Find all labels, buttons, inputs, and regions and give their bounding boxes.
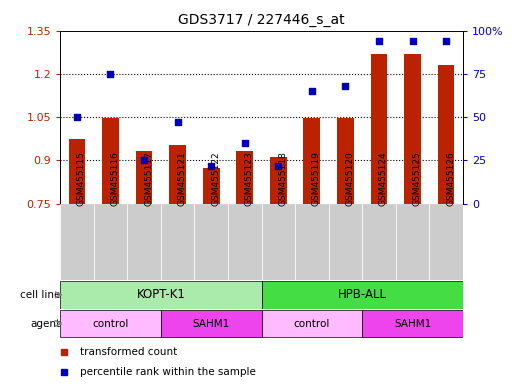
Bar bbox=[270, 157, 287, 204]
FancyBboxPatch shape bbox=[328, 204, 362, 280]
FancyBboxPatch shape bbox=[262, 281, 463, 309]
FancyBboxPatch shape bbox=[362, 310, 463, 338]
Title: GDS3717 / 227446_s_at: GDS3717 / 227446_s_at bbox=[178, 13, 345, 27]
Bar bbox=[102, 118, 119, 204]
Point bbox=[408, 38, 417, 44]
Point bbox=[174, 119, 182, 125]
Bar bbox=[135, 151, 152, 204]
Bar bbox=[69, 139, 85, 204]
Point bbox=[442, 38, 450, 44]
Text: control: control bbox=[92, 318, 129, 329]
Point bbox=[241, 140, 249, 146]
Text: HPB-ALL: HPB-ALL bbox=[338, 288, 386, 301]
FancyBboxPatch shape bbox=[60, 281, 262, 309]
FancyBboxPatch shape bbox=[94, 204, 127, 280]
FancyBboxPatch shape bbox=[396, 204, 429, 280]
Bar bbox=[203, 168, 220, 204]
Text: transformed count: transformed count bbox=[81, 347, 177, 357]
Bar bbox=[438, 65, 454, 204]
Text: GSM455121: GSM455121 bbox=[178, 151, 187, 206]
FancyBboxPatch shape bbox=[262, 204, 295, 280]
FancyBboxPatch shape bbox=[127, 204, 161, 280]
FancyBboxPatch shape bbox=[295, 204, 328, 280]
Bar bbox=[169, 145, 186, 204]
FancyBboxPatch shape bbox=[262, 310, 362, 338]
Point bbox=[274, 162, 282, 169]
Point bbox=[341, 83, 349, 89]
Text: GSM455115: GSM455115 bbox=[77, 151, 86, 206]
Text: GSM455118: GSM455118 bbox=[278, 151, 287, 206]
Point bbox=[73, 114, 81, 120]
Point bbox=[106, 71, 115, 77]
Point bbox=[308, 88, 316, 94]
Bar bbox=[303, 118, 320, 204]
Text: GSM455124: GSM455124 bbox=[379, 151, 388, 206]
Bar bbox=[404, 54, 421, 204]
Text: percentile rank within the sample: percentile rank within the sample bbox=[81, 367, 256, 377]
Text: KOPT-K1: KOPT-K1 bbox=[137, 288, 185, 301]
FancyBboxPatch shape bbox=[161, 204, 195, 280]
Text: GSM455117: GSM455117 bbox=[144, 151, 153, 206]
FancyBboxPatch shape bbox=[195, 204, 228, 280]
FancyBboxPatch shape bbox=[362, 204, 396, 280]
Text: GSM455120: GSM455120 bbox=[345, 151, 355, 206]
Text: GSM455116: GSM455116 bbox=[110, 151, 119, 206]
FancyBboxPatch shape bbox=[429, 204, 463, 280]
Text: GSM455126: GSM455126 bbox=[446, 151, 455, 206]
Point bbox=[375, 38, 383, 44]
Bar bbox=[236, 151, 253, 204]
Bar bbox=[371, 54, 388, 204]
FancyBboxPatch shape bbox=[161, 310, 262, 338]
FancyBboxPatch shape bbox=[60, 204, 94, 280]
Text: GSM455123: GSM455123 bbox=[245, 151, 254, 206]
Bar bbox=[337, 118, 354, 204]
Point bbox=[140, 157, 148, 164]
Text: control: control bbox=[293, 318, 330, 329]
Text: SAHM1: SAHM1 bbox=[394, 318, 431, 329]
Text: cell line: cell line bbox=[20, 290, 60, 300]
FancyBboxPatch shape bbox=[60, 310, 161, 338]
Text: SAHM1: SAHM1 bbox=[192, 318, 230, 329]
Text: GSM455119: GSM455119 bbox=[312, 151, 321, 206]
Point bbox=[207, 162, 215, 169]
Text: GSM455122: GSM455122 bbox=[211, 151, 220, 206]
FancyBboxPatch shape bbox=[228, 204, 262, 280]
Text: GSM455125: GSM455125 bbox=[413, 151, 422, 206]
Text: agent: agent bbox=[30, 318, 60, 329]
